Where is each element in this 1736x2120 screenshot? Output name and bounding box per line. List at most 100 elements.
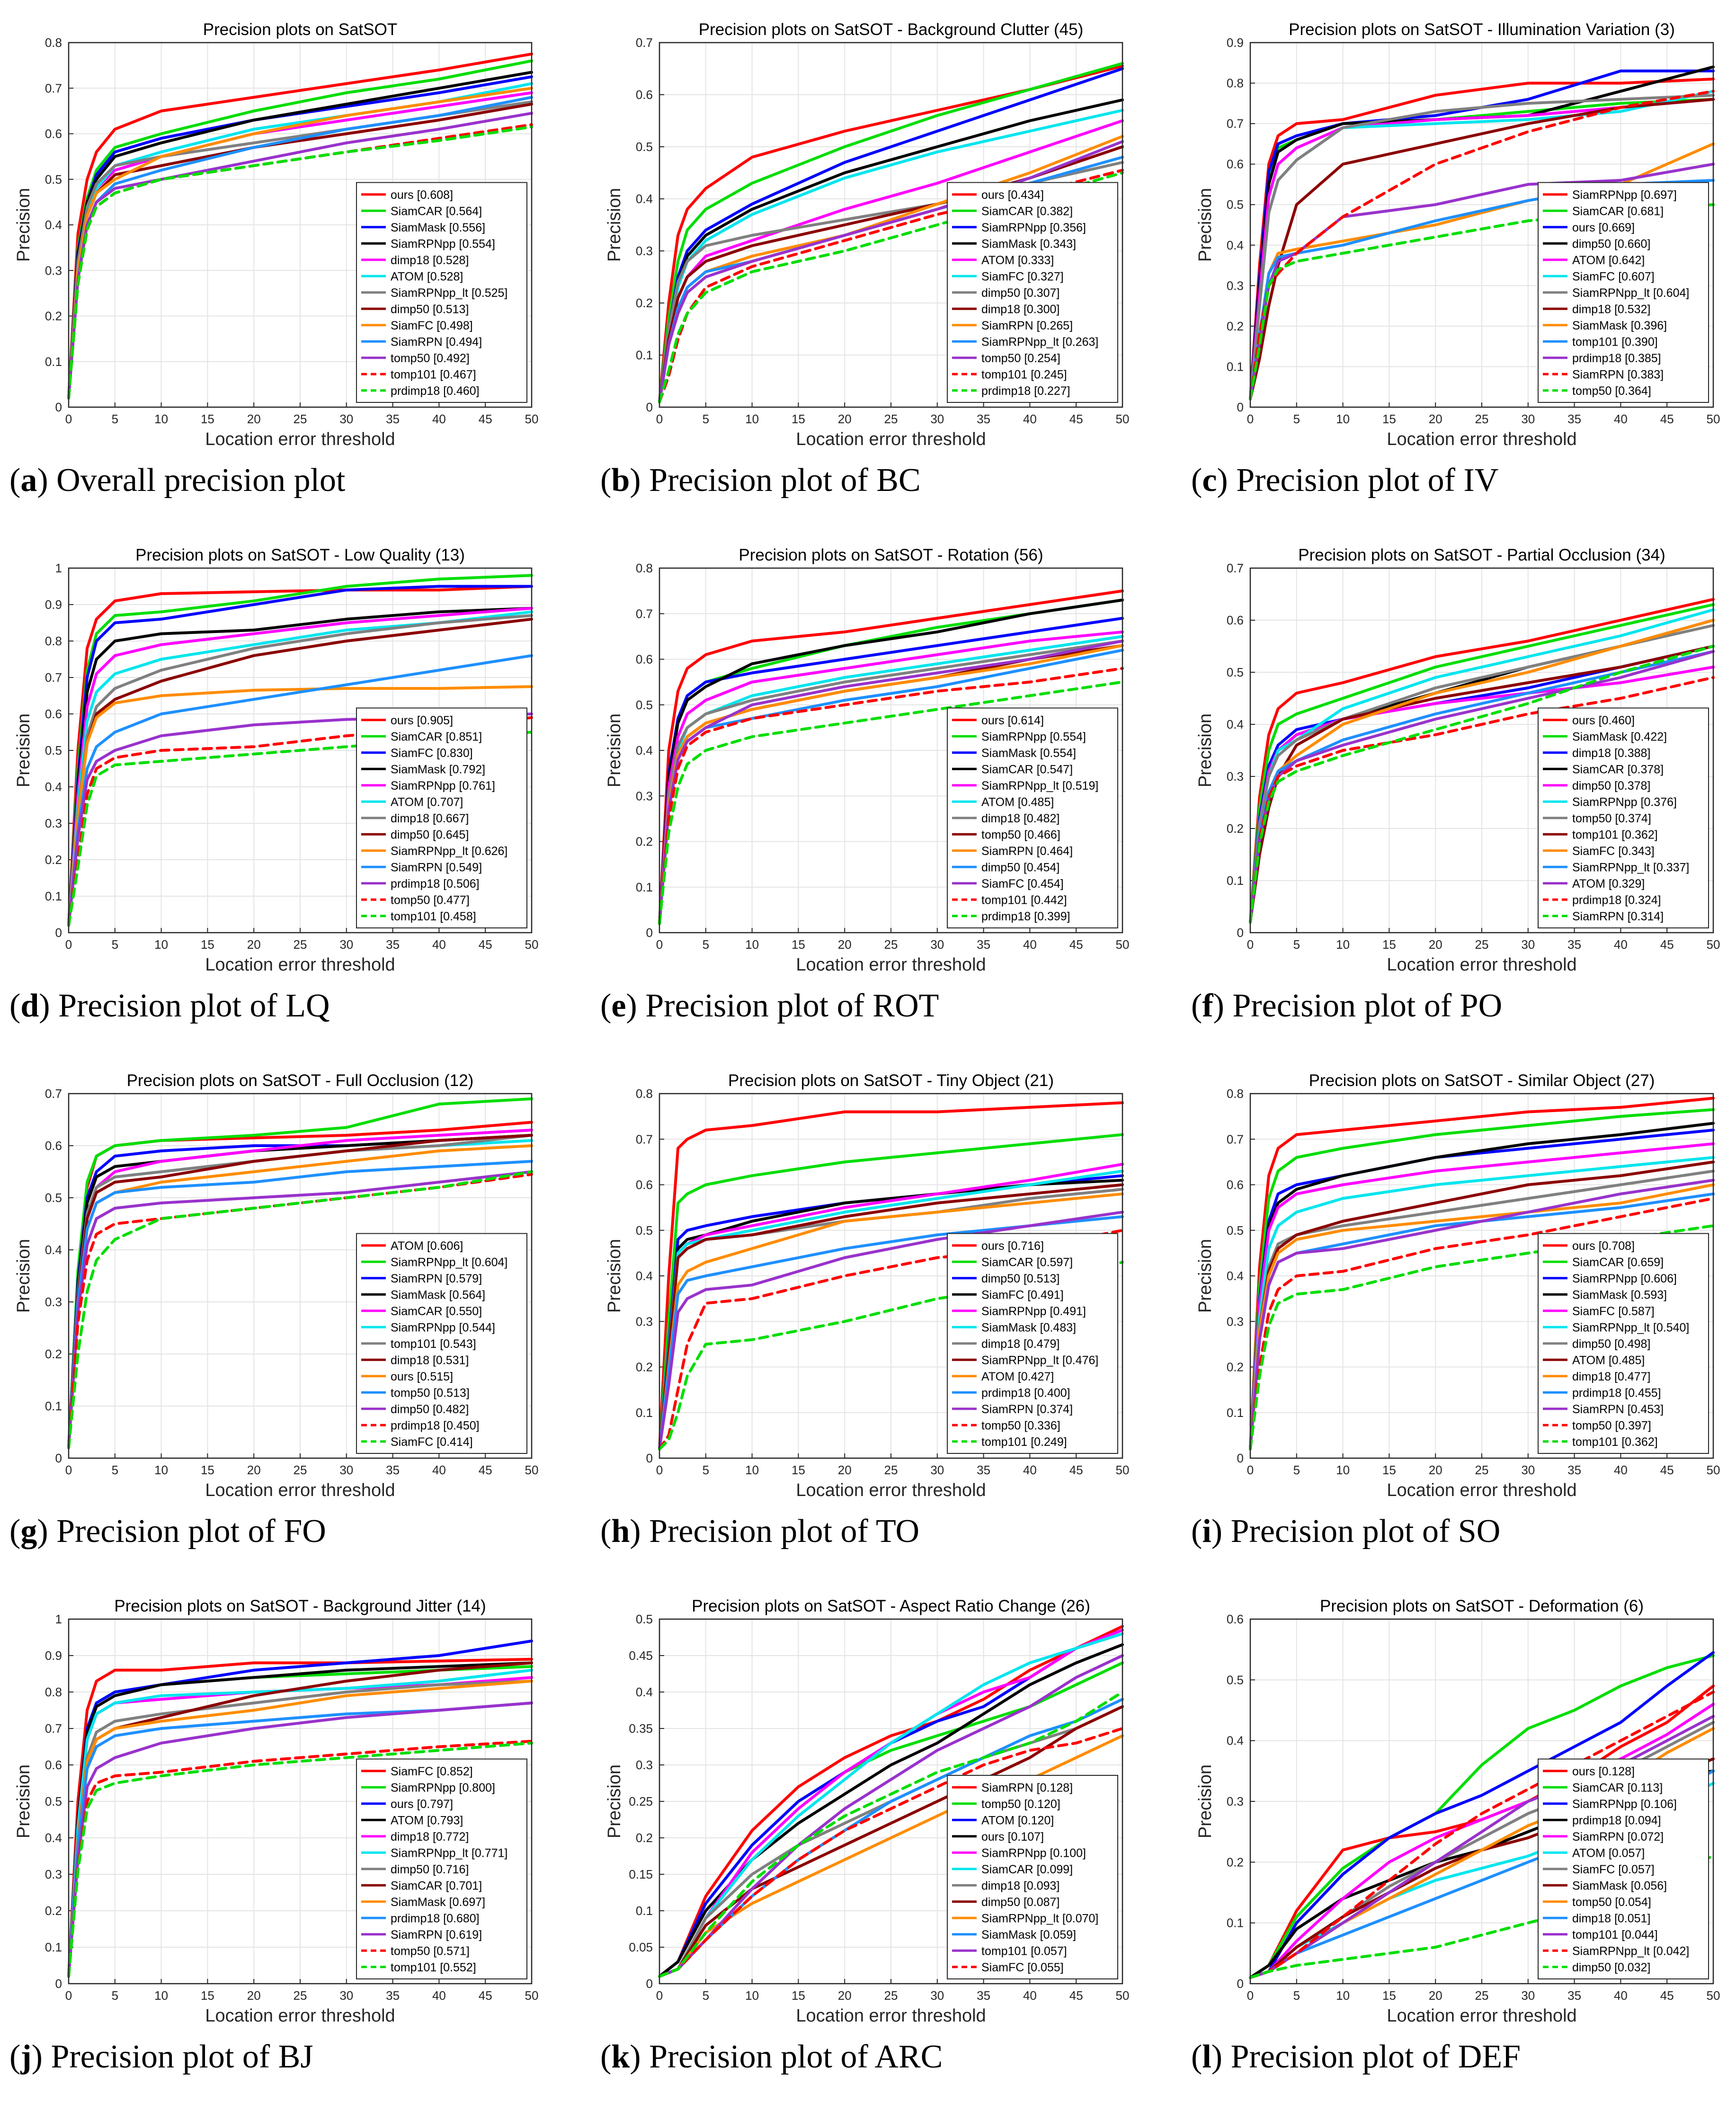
legend-label-tomp101: tomp101 [0.044] [1572, 1928, 1658, 1942]
legend-label-SiamRPNpp_lt: SiamRPNpp_lt [0.604] [391, 1256, 507, 1269]
series-line-SiamRPN [67, 1701, 533, 1978]
legend-label-SiamMask: SiamMask [0.556] [391, 221, 485, 234]
x-tick-label: 30 [930, 1988, 944, 2003]
x-tick-label: 15 [1382, 1988, 1396, 2003]
legend-label-SiamFC: SiamFC [0.414] [391, 1435, 473, 1449]
legend-label-tomp101: tomp101 [0.552] [391, 1961, 476, 1974]
chart-svg: 0 5 10 15 20 25 30 35 40 45 50 0 0.1 0.2 0.3 0.4 0.5 0.6 0… [605, 1071, 1130, 1500]
x-tick-label: 15 [1382, 1463, 1396, 1477]
series-line-ours [1249, 1684, 1715, 1979]
legend-label-ATOM: ATOM [0.528] [391, 270, 463, 283]
x-tick-label: 50 [1116, 1463, 1130, 1477]
legend-label-prdimp18: prdimp18 [0.385] [1572, 352, 1661, 365]
legend-label-SiamRPNpp_lt: SiamRPNpp_lt [0.540] [1572, 1321, 1689, 1334]
y-tick-label: 0.4 [1227, 1269, 1244, 1283]
y-tick-label: 0.4 [636, 1685, 653, 1699]
x-tick-label: 25 [884, 1988, 898, 2003]
legend-label-SiamMask: SiamMask [0.792] [391, 763, 485, 776]
x-tick-label: 25 [294, 1988, 307, 2003]
legend-label-SiamFC: SiamFC [0.055] [981, 1961, 1064, 1974]
y-tick-label: 0.1 [1227, 359, 1244, 374]
x-tick-label: 25 [1475, 1988, 1489, 2003]
legend: ours [0.708] SiamCAR [0.659] SiamRPNpp [0.… [1538, 1233, 1709, 1454]
series-line-tomp101 [1249, 645, 1715, 924]
x-tick-label: 35 [386, 412, 400, 426]
legend-label-SiamRPNpp: SiamRPNpp [0.800] [391, 1781, 495, 1794]
x-tick-label: 50 [525, 937, 539, 952]
legend-label-dimp50: dimp50 [0.482] [391, 1403, 469, 1416]
x-tick-label: 5 [703, 1988, 709, 2003]
x-tick-label: 50 [1116, 1988, 1130, 2003]
legend-label-ours: ours [0.614] [981, 714, 1044, 727]
legend-label-SiamRPN: SiamRPN [0.314] [1572, 910, 1664, 923]
x-tick-label: 10 [1336, 937, 1350, 952]
y-axis-label: Precision [1195, 188, 1215, 262]
legend-label-SiamFC: SiamFC [0.343] [1572, 845, 1655, 858]
x-axis-label: Location error threshold [205, 1480, 395, 1500]
y-tick-label: 0.4 [636, 192, 653, 206]
x-tick-label: 10 [1336, 412, 1350, 426]
x-tick-label: 45 [1660, 1463, 1674, 1477]
x-tick-label: 50 [525, 1988, 539, 2003]
legend-label-SiamRPN: SiamRPN [0.453] [1572, 1403, 1664, 1416]
caption-letter: b [611, 462, 630, 499]
x-tick-label: 10 [154, 937, 168, 952]
x-tick-label: 35 [1567, 1463, 1581, 1477]
y-tick-label: 0.5 [1227, 1223, 1244, 1238]
legend-label-tomp101: tomp101 [0.362] [1572, 828, 1658, 841]
y-tick-label: 0.6 [636, 652, 653, 667]
series-line-SiamRPNpp_lt [1249, 1691, 1715, 1979]
chart-caption: (g) Precision plot of FO [9, 1513, 326, 1550]
chart-title: Precision plots on SatSOT - Partial Occl… [1298, 546, 1665, 564]
x-axis-label: Location error threshold [796, 2006, 986, 2026]
caption-text: Precision plot of ROT [645, 988, 939, 1024]
series-line-ours [67, 53, 533, 400]
y-tick-label: 0 [55, 400, 62, 414]
x-tick-label: 5 [703, 1463, 709, 1477]
y-tick-label: 0.6 [636, 88, 653, 102]
legend-label-ATOM: ATOM [0.707] [391, 795, 463, 809]
legend-label-tomp50: tomp50 [0.492] [391, 352, 470, 365]
y-tick-label: 0.1 [636, 880, 653, 894]
x-tick-label: 5 [1293, 412, 1300, 426]
x-tick-label: 5 [112, 1988, 118, 2003]
x-tick-label: 0 [1247, 1988, 1254, 2003]
x-tick-label: 15 [201, 1988, 214, 2003]
y-tick-label: 0.2 [1227, 319, 1244, 333]
chart-svg: 0 5 10 15 20 25 30 35 40 45 50 0 0.1 0.2 0.3 0.4 0.5 0.6 0… [14, 20, 538, 449]
x-tick-label: 45 [479, 937, 492, 952]
legend: ours [0.716] SiamCAR [0.597] dimp50 [0.513… [947, 1233, 1118, 1454]
legend-label-SiamMask: SiamMask [0.343] [981, 237, 1076, 250]
series-line-ours [1249, 598, 1715, 924]
series-line-SiamRPNpp_lt [67, 1668, 533, 1978]
legend-label-tomp101: tomp101 [0.543] [391, 1337, 476, 1351]
x-tick-label: 5 [112, 1463, 118, 1477]
x-tick-label: 35 [386, 1988, 400, 2003]
y-axis-label: Precision [14, 188, 34, 262]
y-tick-label: 0.3 [636, 789, 653, 803]
legend-label-dimp50: dimp50 [0.513] [391, 303, 469, 316]
chart-panel-i: 0 5 10 15 20 25 30 35 40 45 50 0 0.1 0.2 0.3 0.4 0.5 0.6 0… [1191, 1060, 1726, 1591]
series-line-SiamFC [67, 1170, 533, 1449]
x-tick-label: 45 [479, 412, 492, 426]
legend-label-tomp101: tomp101 [0.362] [1572, 1435, 1658, 1449]
legend-label-dimp18: dimp18 [0.667] [391, 812, 469, 825]
legend: ours [0.614] SiamRPNpp [0.554] SiamMask [0… [947, 707, 1118, 928]
x-axis-label: Location error threshold [205, 955, 395, 975]
x-tick-label: 30 [930, 1463, 944, 1477]
caption-letter: e [611, 988, 626, 1024]
x-tick-label: 20 [247, 412, 261, 426]
legend-label-SiamFC: SiamFC [0.491] [981, 1288, 1064, 1301]
y-axis-label: Precision [605, 1239, 624, 1313]
legend-label-prdimp18: prdimp18 [0.450] [391, 1419, 480, 1432]
legend-label-SiamRPNpp_lt: SiamRPNpp_lt [0.042] [1572, 1944, 1689, 1958]
caption-text: Precision plot of FO [56, 1513, 326, 1550]
y-tick-label: 0.2 [45, 853, 62, 867]
legend-label-SiamRPN: SiamRPN [0.374] [981, 1403, 1073, 1416]
legend: ours [0.905] SiamCAR [0.851] SiamFC [0.830… [356, 707, 527, 928]
series-line-SiamFC [67, 87, 533, 400]
legend-label-dimp18: dimp18 [0.528] [391, 254, 469, 267]
series-line-SiamRPNpp [1249, 1651, 1715, 1979]
axes-frame [1249, 1618, 1714, 1985]
legend-label-SiamRPNpp: SiamRPNpp [0.606] [1572, 1272, 1677, 1285]
